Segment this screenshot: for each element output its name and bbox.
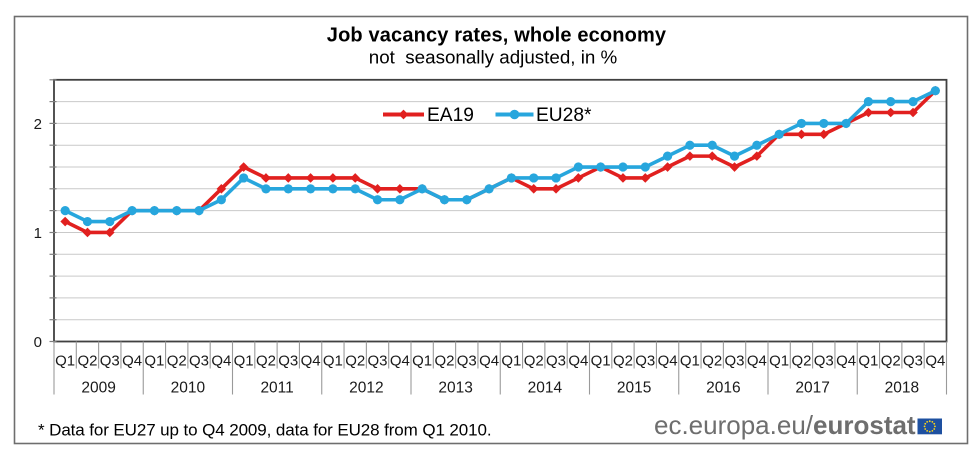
svg-text:2: 2 [34,116,42,133]
svg-text:Q1: Q1 [858,352,878,369]
svg-text:* Data for EU27 up to Q4 2009,: * Data for EU27 up to Q4 2009, data for … [38,421,491,440]
svg-text:Q2: Q2 [434,352,454,369]
svg-text:Q4: Q4 [836,352,856,369]
svg-text:Q1: Q1 [323,352,343,369]
svg-text:Q4: Q4 [122,352,142,369]
svg-text:Job vacancy rates, whole econo: Job vacancy rates, whole economy [327,25,667,47]
svg-text:Q1: Q1 [769,352,789,369]
svg-text:Q1: Q1 [412,352,432,369]
svg-text:Q2: Q2 [791,352,811,369]
svg-text:2017: 2017 [795,380,829,397]
svg-text:Q4: Q4 [211,352,231,369]
svg-text:2015: 2015 [617,380,651,397]
svg-text:Q4: Q4 [301,352,321,369]
svg-text:Q2: Q2 [77,352,97,369]
svg-text:0: 0 [34,334,42,351]
svg-text:Q3: Q3 [100,352,120,369]
svg-text:Q2: Q2 [256,352,276,369]
svg-text:Q3: Q3 [903,352,923,369]
svg-text:Q1: Q1 [144,352,164,369]
svg-text:Q2: Q2 [345,352,365,369]
svg-text:1: 1 [34,225,42,242]
svg-text:2009: 2009 [81,380,115,397]
svg-text:Q3: Q3 [278,352,298,369]
svg-text:2018: 2018 [885,380,919,397]
svg-text:2013: 2013 [438,380,472,397]
svg-text:2010: 2010 [171,380,206,397]
svg-text:Q4: Q4 [479,352,499,369]
svg-text:Q3: Q3 [725,352,745,369]
svg-text:EA19: EA19 [427,105,474,126]
svg-text:ec.europa.eu/eurostat: ec.europa.eu/eurostat [654,410,916,440]
svg-text:Q1: Q1 [55,352,75,369]
svg-text:Q1: Q1 [680,352,700,369]
svg-text:Q4: Q4 [658,352,678,369]
svg-text:Q1: Q1 [234,352,254,369]
svg-text:Q4: Q4 [568,352,588,369]
svg-text:Q2: Q2 [524,352,544,369]
svg-text:2014: 2014 [528,380,563,397]
svg-text:Q2: Q2 [167,352,187,369]
svg-text:Q2: Q2 [702,352,722,369]
svg-text:not seasonally adjusted, in %: not seasonally adjusted, in % [369,47,618,68]
svg-text:Q3: Q3 [635,352,655,369]
svg-text:Q3: Q3 [457,352,477,369]
svg-text:Q1: Q1 [501,352,521,369]
svg-text:2012: 2012 [349,380,383,397]
svg-text:Q3: Q3 [368,352,388,369]
svg-text:Q3: Q3 [189,352,209,369]
svg-text:Q2: Q2 [613,352,633,369]
svg-text:Q4: Q4 [747,352,767,369]
svg-text:Q4: Q4 [390,352,410,369]
svg-text:Q3: Q3 [814,352,834,369]
svg-text:Q1: Q1 [591,352,611,369]
svg-text:2011: 2011 [260,380,293,397]
svg-text:Q2: Q2 [881,352,901,369]
svg-text:2016: 2016 [706,380,740,397]
svg-text:Q3: Q3 [546,352,566,369]
svg-text:EU28*: EU28* [536,105,592,126]
svg-text:Q4: Q4 [925,352,945,369]
